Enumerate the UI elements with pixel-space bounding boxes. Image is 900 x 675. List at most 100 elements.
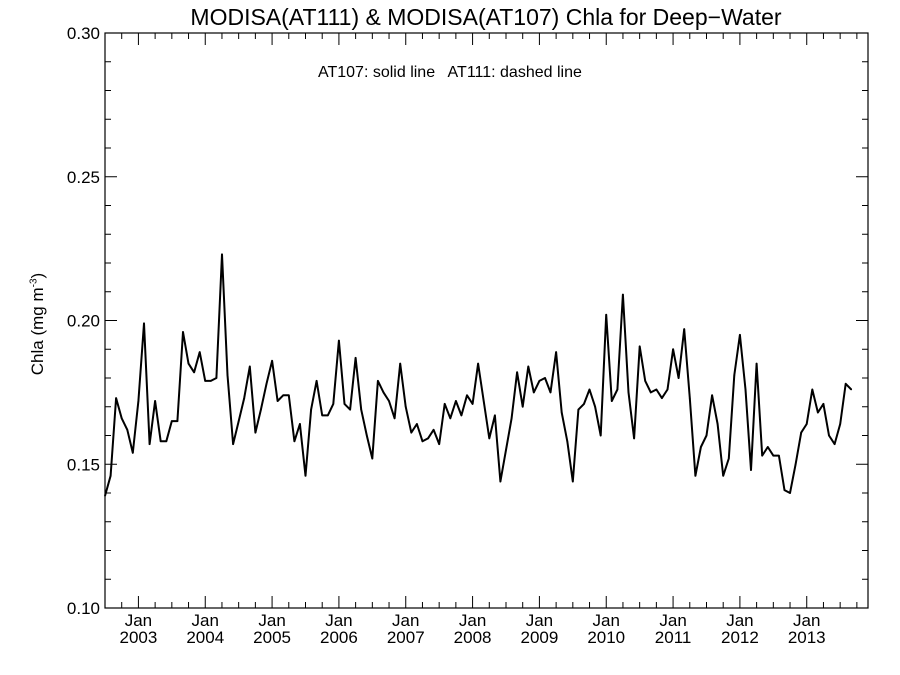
x-tick-label-year: 2006 — [320, 628, 358, 647]
x-tick-label-month: Jan — [526, 611, 553, 630]
data-point — [115, 397, 117, 399]
data-point — [332, 403, 335, 405]
data-point — [349, 408, 351, 411]
data-point — [521, 405, 524, 408]
data-point — [661, 397, 663, 399]
data-point — [549, 391, 552, 394]
data-point — [727, 457, 730, 460]
data-point — [221, 253, 223, 256]
data-point — [694, 474, 697, 477]
data-point — [427, 437, 429, 440]
data-point — [148, 443, 151, 445]
x-tick-label-month: Jan — [392, 611, 419, 630]
data-point — [293, 440, 296, 443]
data-point — [588, 388, 591, 391]
data-point — [744, 388, 747, 391]
data-point — [254, 431, 257, 434]
data-point — [499, 480, 502, 483]
data-point — [365, 434, 368, 437]
y-tick-label: 0.15 — [67, 455, 100, 474]
data-point — [393, 417, 396, 420]
x-tick-label-year: 2013 — [788, 628, 826, 647]
x-tick-label-year: 2003 — [120, 628, 158, 647]
x-tick-label-year: 2008 — [454, 628, 492, 647]
data-point — [560, 411, 563, 414]
x-tick-label-year: 2011 — [655, 628, 692, 647]
data-point — [109, 474, 112, 477]
data-point — [193, 371, 195, 374]
data-point — [772, 454, 775, 457]
data-point — [644, 380, 647, 382]
data-point — [137, 400, 140, 402]
data-point — [672, 348, 674, 351]
data-point — [766, 446, 769, 448]
data-point — [482, 400, 485, 402]
data-point — [783, 489, 786, 491]
data-point — [321, 414, 324, 417]
data-point — [120, 417, 123, 420]
data-point — [683, 328, 686, 330]
x-tick-label-month: Jan — [325, 611, 352, 630]
data-point — [410, 431, 413, 434]
data-point — [237, 420, 240, 422]
data-point — [232, 443, 234, 445]
x-tick-label-year: 2012 — [721, 628, 759, 647]
data-point — [360, 408, 362, 411]
data-point — [165, 440, 168, 443]
x-tick-label-year: 2005 — [253, 628, 291, 647]
data-point — [739, 334, 741, 336]
data-point — [544, 377, 546, 379]
data-point — [187, 362, 190, 365]
data-point — [176, 420, 179, 422]
data-point — [198, 351, 201, 353]
data-point — [399, 362, 401, 365]
data-point — [510, 417, 513, 420]
data-point — [583, 403, 585, 405]
data-point — [171, 420, 173, 422]
data-point — [354, 357, 357, 359]
data-point — [794, 463, 797, 466]
data-point — [471, 403, 474, 405]
data-point — [850, 388, 853, 391]
x-tick-label-month: Jan — [659, 611, 686, 630]
data-point — [533, 391, 535, 394]
data-point — [315, 380, 318, 382]
data-point — [271, 359, 273, 362]
data-point — [460, 414, 463, 417]
x-tick-label-month: Jan — [459, 611, 486, 630]
data-point — [215, 377, 218, 379]
data-point — [466, 394, 468, 397]
series-line-solid — [104, 253, 853, 497]
data-point — [382, 391, 385, 394]
data-point — [249, 365, 251, 368]
x-tick-label-year: 2004 — [186, 628, 224, 647]
data-point — [755, 362, 758, 365]
data-point — [828, 434, 830, 437]
data-point — [566, 440, 569, 443]
data-point — [488, 437, 491, 440]
data-point — [750, 469, 752, 471]
data-point — [226, 374, 229, 376]
data-point — [677, 377, 680, 379]
data-point — [833, 443, 836, 445]
x-tick-label-month: Jan — [192, 611, 219, 630]
data-point — [800, 431, 802, 434]
data-point — [455, 400, 457, 402]
data-point — [438, 443, 440, 445]
data-point — [310, 408, 312, 411]
data-point — [789, 492, 791, 494]
data-point — [538, 380, 541, 382]
data-point — [649, 391, 652, 394]
data-point — [716, 423, 719, 425]
data-point — [700, 446, 702, 448]
data-point — [371, 457, 374, 460]
data-point — [555, 351, 557, 353]
data-point — [132, 451, 134, 454]
data-point — [432, 428, 435, 431]
data-point — [243, 397, 246, 399]
data-point — [839, 423, 841, 425]
data-point — [404, 405, 407, 408]
data-point — [416, 423, 418, 425]
data-point — [154, 400, 156, 402]
data-point — [516, 371, 518, 374]
